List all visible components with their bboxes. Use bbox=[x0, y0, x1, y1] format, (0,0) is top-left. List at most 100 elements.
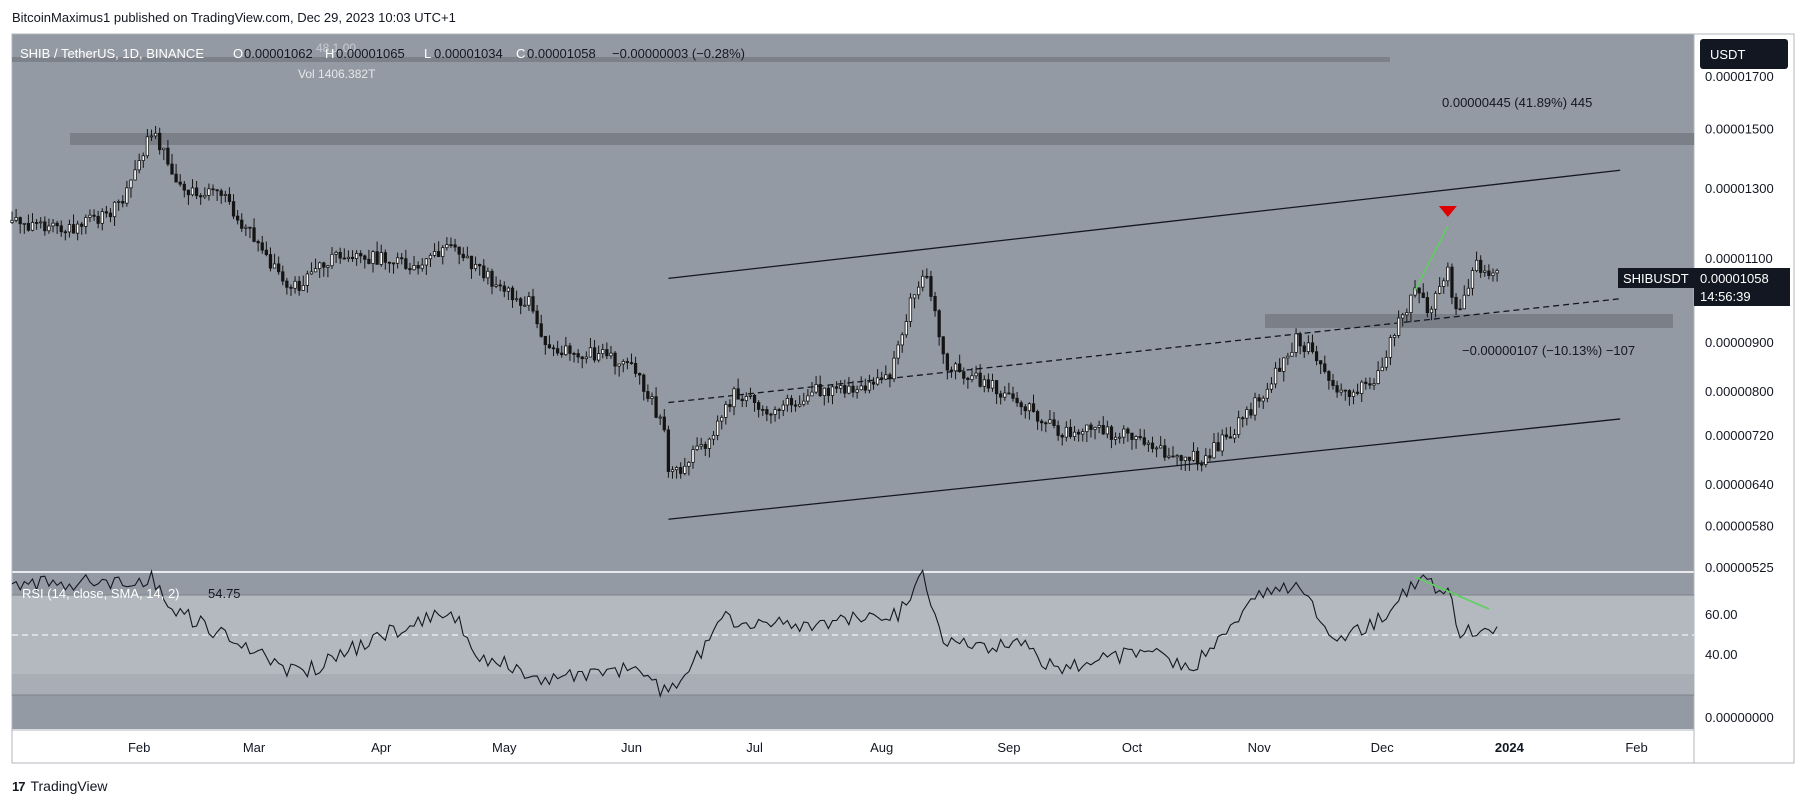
candle bbox=[917, 286, 921, 296]
candle bbox=[925, 275, 929, 278]
markers bbox=[1438, 206, 1457, 218]
candle bbox=[1343, 389, 1347, 392]
candle bbox=[777, 409, 781, 411]
rsi-line bbox=[11, 569, 1498, 698]
upper-measure-label[interactable]: 0.00000445 (41.89%) 445 bbox=[1442, 95, 1592, 110]
candle bbox=[945, 353, 949, 371]
candle bbox=[576, 353, 580, 358]
time-tick-label: Mar bbox=[243, 740, 266, 755]
candle bbox=[748, 394, 753, 397]
channel-lines[interactable] bbox=[668, 169, 1621, 520]
lower-measure-label[interactable]: −0.00000107 (−10.13%) −107 bbox=[1462, 343, 1635, 358]
candle bbox=[1331, 380, 1335, 386]
tradingview-footer[interactable]: 17 TradingView bbox=[12, 778, 108, 794]
candle bbox=[1442, 280, 1446, 287]
candle bbox=[39, 221, 43, 224]
candle bbox=[84, 217, 88, 227]
currency-button[interactable] bbox=[1700, 39, 1788, 69]
candle bbox=[847, 385, 851, 394]
legend-volume: Vol 1406.382T bbox=[298, 67, 376, 81]
candle bbox=[215, 189, 219, 192]
candle bbox=[621, 361, 625, 365]
candle bbox=[1228, 436, 1233, 439]
candle bbox=[428, 254, 433, 260]
price-scale[interactable] bbox=[1694, 34, 1794, 763]
candle bbox=[826, 387, 831, 396]
candle bbox=[391, 262, 396, 265]
candle bbox=[958, 363, 962, 373]
candle bbox=[43, 221, 47, 232]
candle bbox=[822, 387, 826, 396]
candle bbox=[117, 200, 121, 203]
candle bbox=[597, 353, 601, 361]
candle bbox=[859, 385, 863, 391]
legend-symbol[interactable]: SHIB / TetherUS, 1D, BINANCE bbox=[20, 46, 204, 61]
candle bbox=[153, 132, 158, 137]
candle bbox=[1216, 442, 1220, 452]
time-scale[interactable] bbox=[12, 730, 1694, 763]
rsi-label[interactable]: RSI (14, close, SMA, 14, 2) bbox=[22, 586, 180, 601]
candle bbox=[387, 261, 392, 264]
candle bbox=[1380, 366, 1384, 372]
candle bbox=[219, 190, 223, 196]
candle bbox=[1056, 425, 1060, 436]
chart-canvas[interactable]: 0.00001700 0.00001500 0.00001300 0.00001100… bbox=[0, 0, 1807, 775]
candle bbox=[699, 444, 703, 447]
candle bbox=[933, 296, 937, 312]
candle bbox=[974, 372, 978, 377]
candle bbox=[1179, 455, 1183, 461]
candle bbox=[703, 444, 707, 449]
candle bbox=[252, 227, 256, 242]
candle bbox=[363, 255, 367, 260]
divergence-lines[interactable] bbox=[1414, 225, 1490, 610]
candle bbox=[1064, 426, 1068, 438]
candle bbox=[629, 362, 634, 365]
legend-low-label: L bbox=[424, 46, 431, 61]
candle bbox=[22, 222, 26, 225]
candle bbox=[354, 253, 359, 259]
candle bbox=[638, 373, 642, 376]
candle bbox=[449, 244, 453, 247]
candle bbox=[1425, 297, 1429, 314]
price-tick-label: 0.00000580 bbox=[1705, 518, 1774, 533]
candle bbox=[1310, 342, 1315, 353]
candle bbox=[674, 467, 679, 471]
time-axis-labels: Feb Mar Apr May Jun Jul Aug Sep Oct Nov Dec 2024 Feb bbox=[128, 740, 1648, 755]
price-tick-label: 0.00000800 bbox=[1705, 384, 1774, 399]
candle bbox=[1204, 455, 1208, 465]
price-pane[interactable] bbox=[12, 34, 1694, 571]
candle bbox=[666, 429, 671, 472]
candle bbox=[1048, 419, 1052, 424]
candle bbox=[244, 226, 248, 229]
candle bbox=[527, 296, 531, 306]
candle bbox=[962, 371, 966, 379]
time-tick-label: Jun bbox=[621, 740, 642, 755]
candle bbox=[633, 363, 638, 374]
candle bbox=[465, 255, 470, 259]
candle bbox=[1224, 434, 1228, 438]
candle bbox=[736, 388, 740, 400]
candle bbox=[174, 173, 178, 183]
candle bbox=[904, 321, 908, 336]
candle bbox=[1339, 389, 1343, 393]
legend-low: 0.00001034 bbox=[434, 46, 503, 61]
price-tag-countdown: 14:56:39 bbox=[1700, 289, 1751, 304]
candle bbox=[1191, 450, 1196, 461]
candle bbox=[277, 263, 281, 273]
candle bbox=[1335, 385, 1339, 393]
candle bbox=[1364, 381, 1368, 385]
candle bbox=[432, 251, 437, 256]
candle bbox=[30, 222, 35, 231]
candle bbox=[1417, 287, 1421, 294]
candle bbox=[691, 449, 695, 463]
candle bbox=[1126, 428, 1130, 434]
candle bbox=[478, 263, 482, 267]
candle bbox=[1487, 270, 1491, 276]
candle bbox=[256, 241, 260, 244]
price-tick-label: 0.00000900 bbox=[1705, 335, 1774, 350]
candle bbox=[843, 385, 847, 394]
candle bbox=[1384, 356, 1388, 368]
candle bbox=[51, 222, 55, 227]
candle bbox=[720, 416, 724, 422]
candle bbox=[1072, 431, 1077, 437]
